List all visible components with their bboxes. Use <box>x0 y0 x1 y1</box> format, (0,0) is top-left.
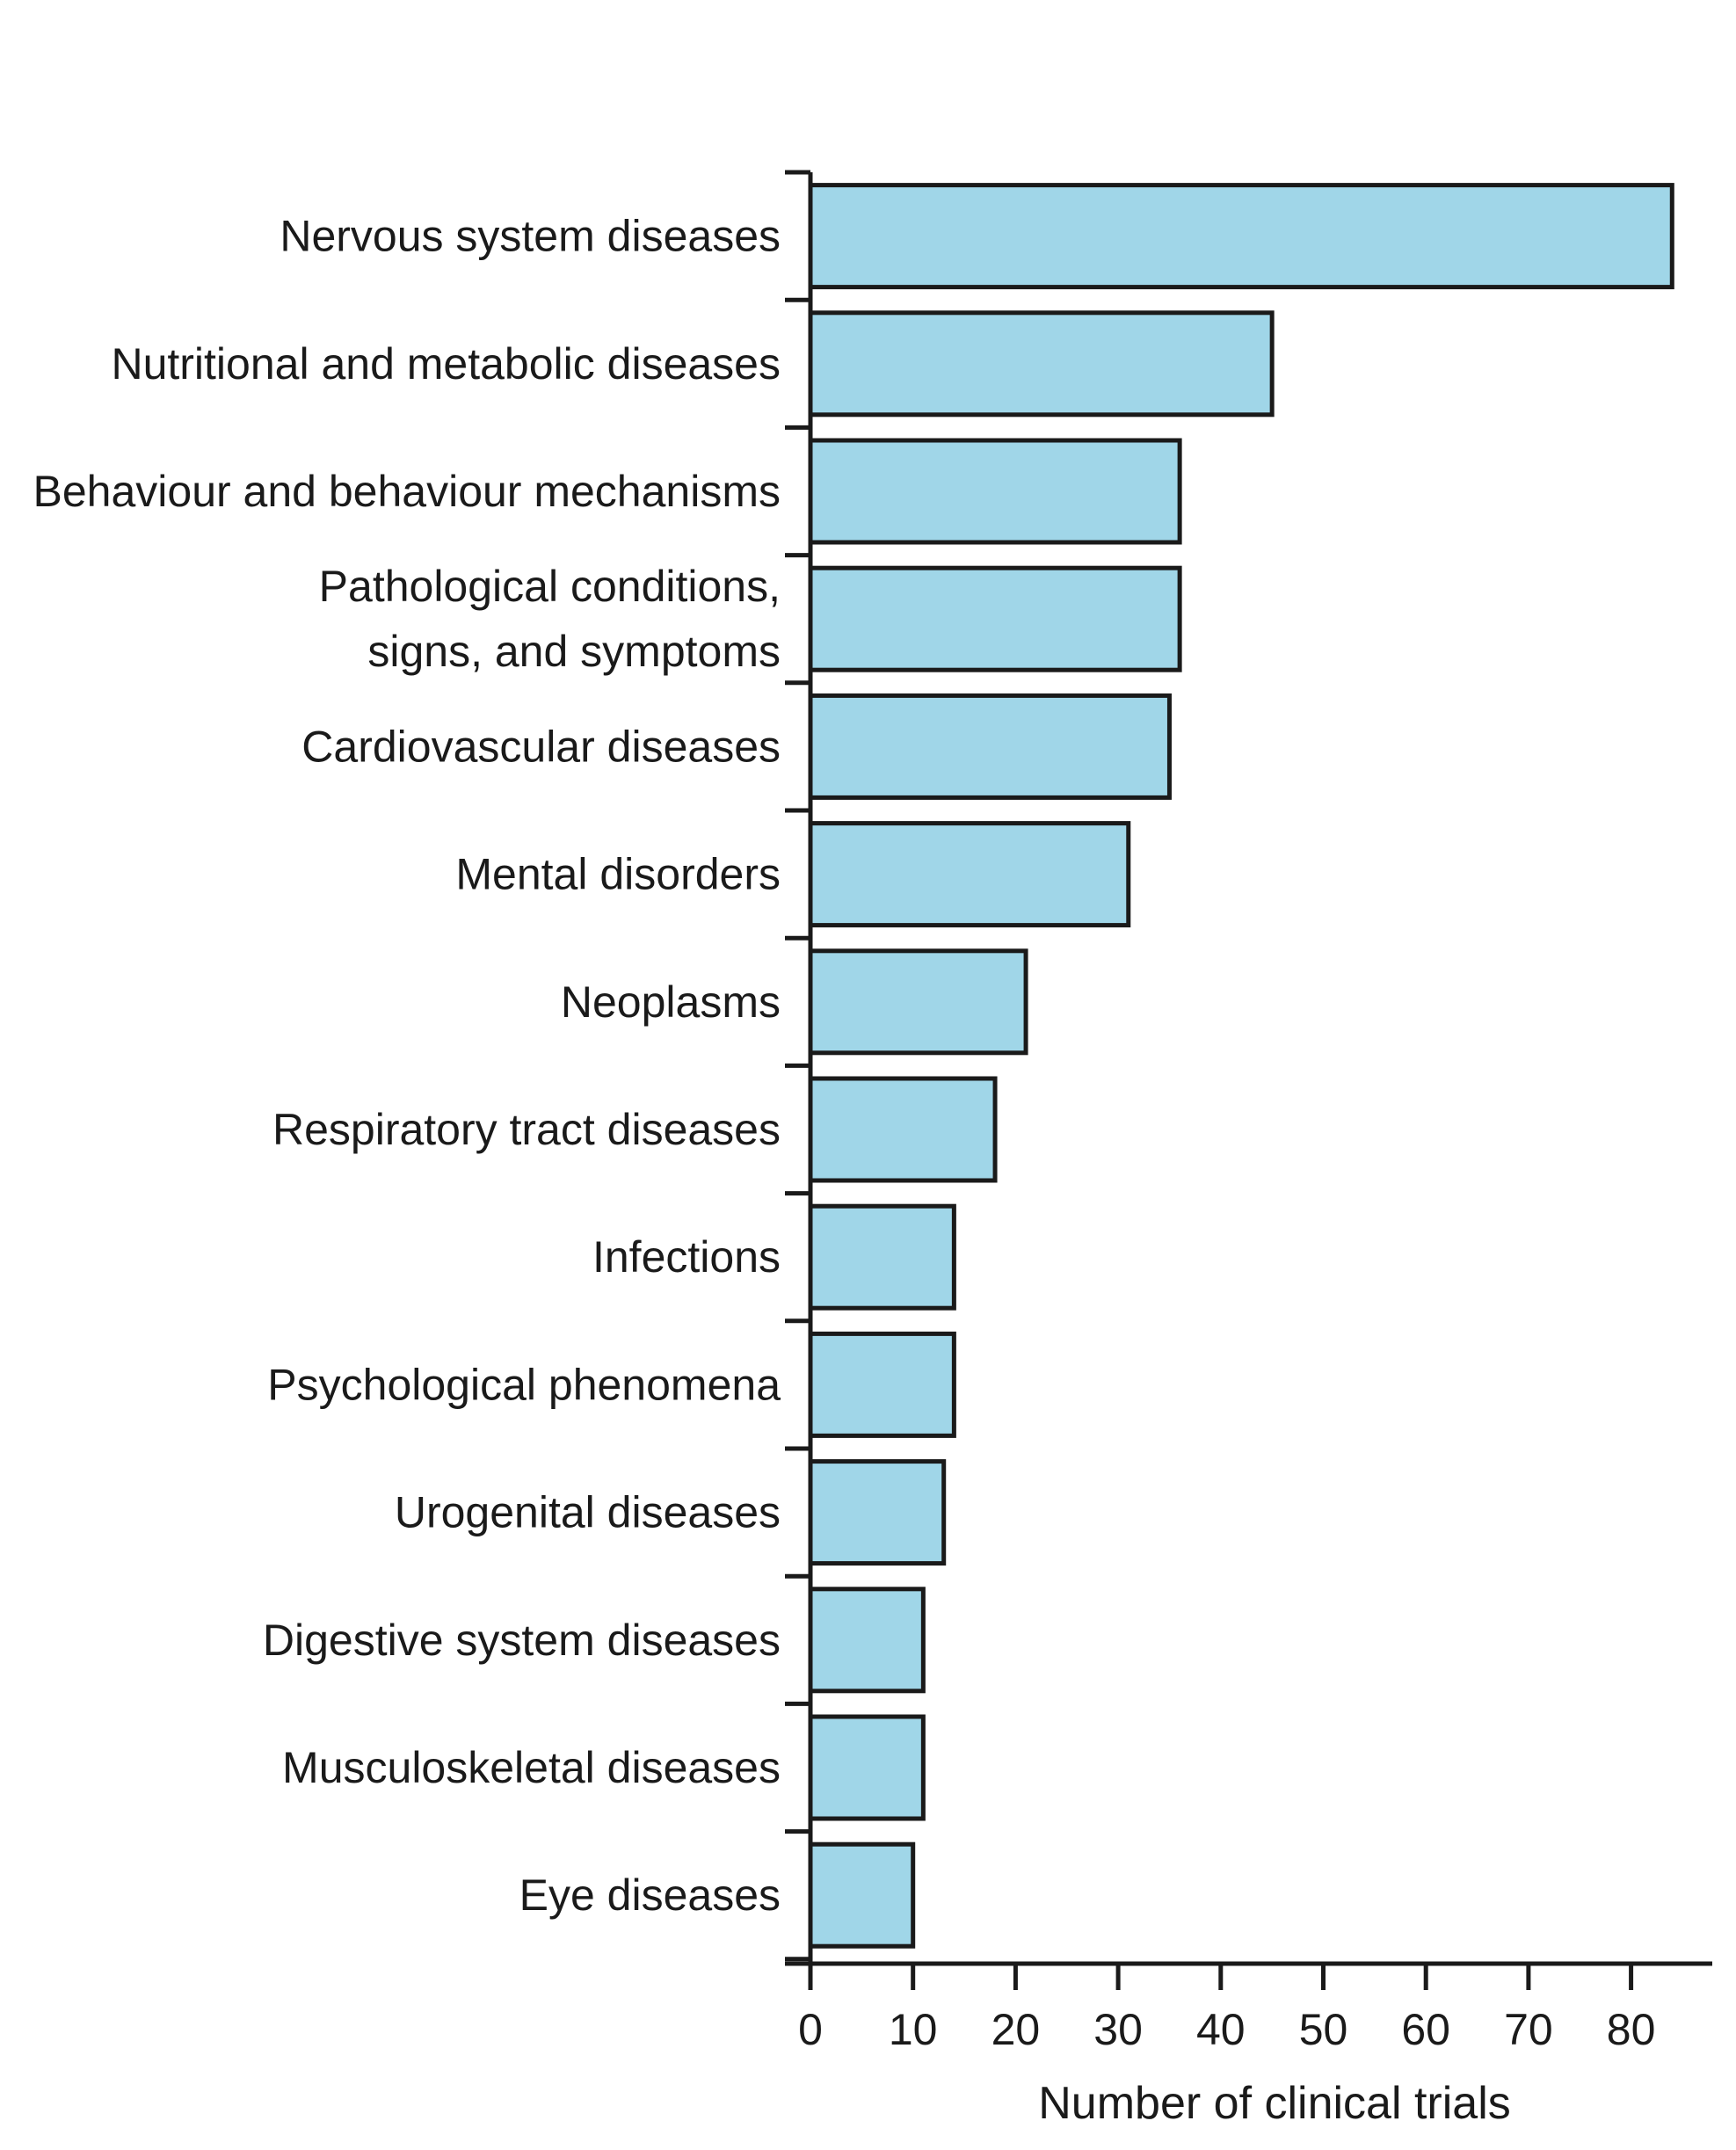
category-label: Respiratory tract diseases <box>272 1105 781 1154</box>
category-label: Digestive system diseases <box>263 1616 781 1665</box>
category-label: Behaviour and behaviour mechanisms <box>33 467 781 516</box>
category-label: Eye diseases <box>519 1870 781 1920</box>
x-tick-label: 70 <box>1504 2005 1553 2054</box>
x-tick-label: 10 <box>889 2005 938 2054</box>
x-tick-label: 30 <box>1093 2005 1143 2054</box>
bar <box>808 310 1275 418</box>
axes-group <box>785 170 1712 1966</box>
x-tick-label: 60 <box>1401 2005 1450 2054</box>
bar <box>808 438 1182 545</box>
bar <box>808 1714 926 1821</box>
category-label: Pathological conditions, signs, and sympt… <box>319 562 781 676</box>
category-label: Neoplasms <box>561 977 781 1027</box>
x-axis-title: Number of clinical trials <box>1038 2078 1511 2129</box>
category-labels-group: Nervous system diseases Nutritional and m… <box>33 212 781 1921</box>
bar <box>808 1331 956 1438</box>
bar <box>808 948 1028 1056</box>
bar <box>808 1076 998 1183</box>
category-label: Infections <box>592 1232 781 1282</box>
bar <box>808 1841 916 1949</box>
bars-group <box>808 183 1674 1949</box>
bar <box>808 1587 926 1694</box>
category-label: Nervous system diseases <box>280 212 781 261</box>
bar <box>808 565 1182 672</box>
category-label: Mental disorders <box>455 850 781 899</box>
x-tick-label: 50 <box>1299 2005 1348 2054</box>
bar <box>808 821 1131 928</box>
bar <box>808 183 1674 290</box>
x-tick-label: 0 <box>798 2005 823 2054</box>
category-label: Nutritional and metabolic diseases <box>111 339 781 389</box>
bar <box>808 693 1172 800</box>
x-tick-label: 20 <box>991 2005 1041 2054</box>
bar <box>808 1203 956 1311</box>
category-label: Psychological phenomena <box>267 1360 781 1409</box>
category-label: Cardiovascular diseases <box>301 722 781 771</box>
x-tick-label: 40 <box>1196 2005 1246 2054</box>
x-tick-label: 80 <box>1607 2005 1656 2054</box>
category-label: Urogenital diseases <box>395 1488 781 1537</box>
x-ticks-group: 0 10 20 30 40 50 60 70 80 <box>798 1964 1655 2054</box>
category-label: Musculoskeletal diseases <box>282 1743 781 1792</box>
bar <box>808 1459 947 1566</box>
